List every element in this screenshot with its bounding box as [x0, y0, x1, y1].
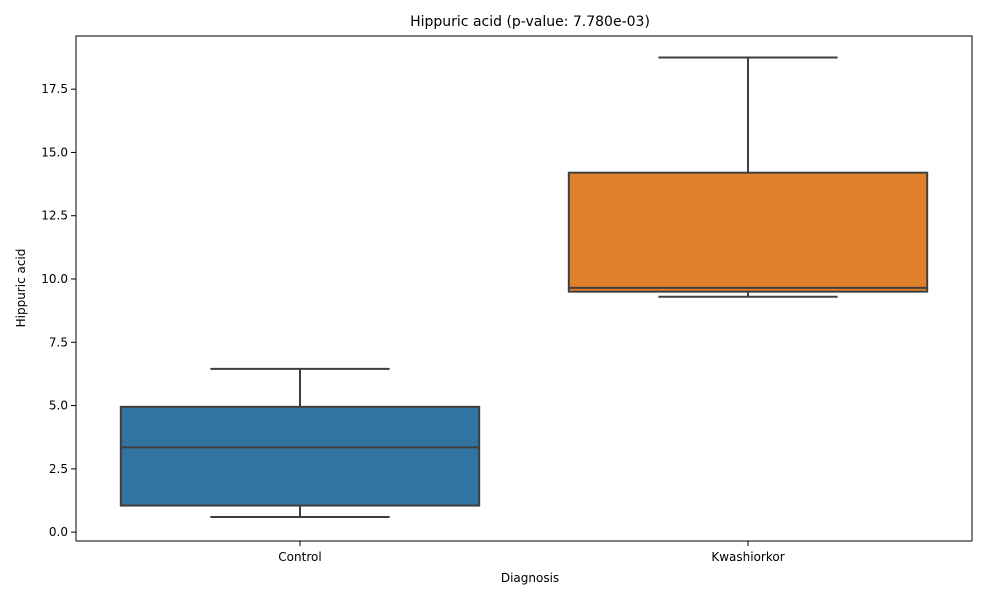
y-tick-label: 2.5	[49, 462, 68, 476]
y-axis-label: Hippuric acid	[14, 249, 28, 328]
plot-frame	[75, 35, 973, 542]
y-tick-label: 15.0	[41, 145, 68, 159]
x-axis: Control Kwashiorkor	[278, 541, 785, 564]
y-tick-label: 5.0	[49, 399, 68, 413]
box-control	[119, 405, 481, 507]
y-tick-label: 17.5	[41, 82, 68, 96]
y-tick-label: 7.5	[49, 335, 68, 349]
boxes-layer	[119, 56, 929, 518]
box-group-control	[119, 367, 481, 518]
x-tick-label: Control	[278, 550, 321, 564]
y-tick-label: 10.0	[41, 272, 68, 286]
y-tick-label: 12.5	[41, 209, 68, 223]
y-tick-label: 0.0	[49, 525, 68, 539]
box-group-kwashiorkor	[567, 56, 929, 298]
x-axis-label: Diagnosis	[501, 571, 559, 585]
chart-title: Hippuric acid (p-value: 7.780e-03)	[410, 14, 650, 30]
box-kwashiorkor	[567, 171, 929, 293]
x-tick-label: Kwashiorkor	[711, 550, 784, 564]
y-axis: 0.0 2.5 5.0 7.5 10.0 12.5 15.0 17.5	[41, 82, 76, 539]
